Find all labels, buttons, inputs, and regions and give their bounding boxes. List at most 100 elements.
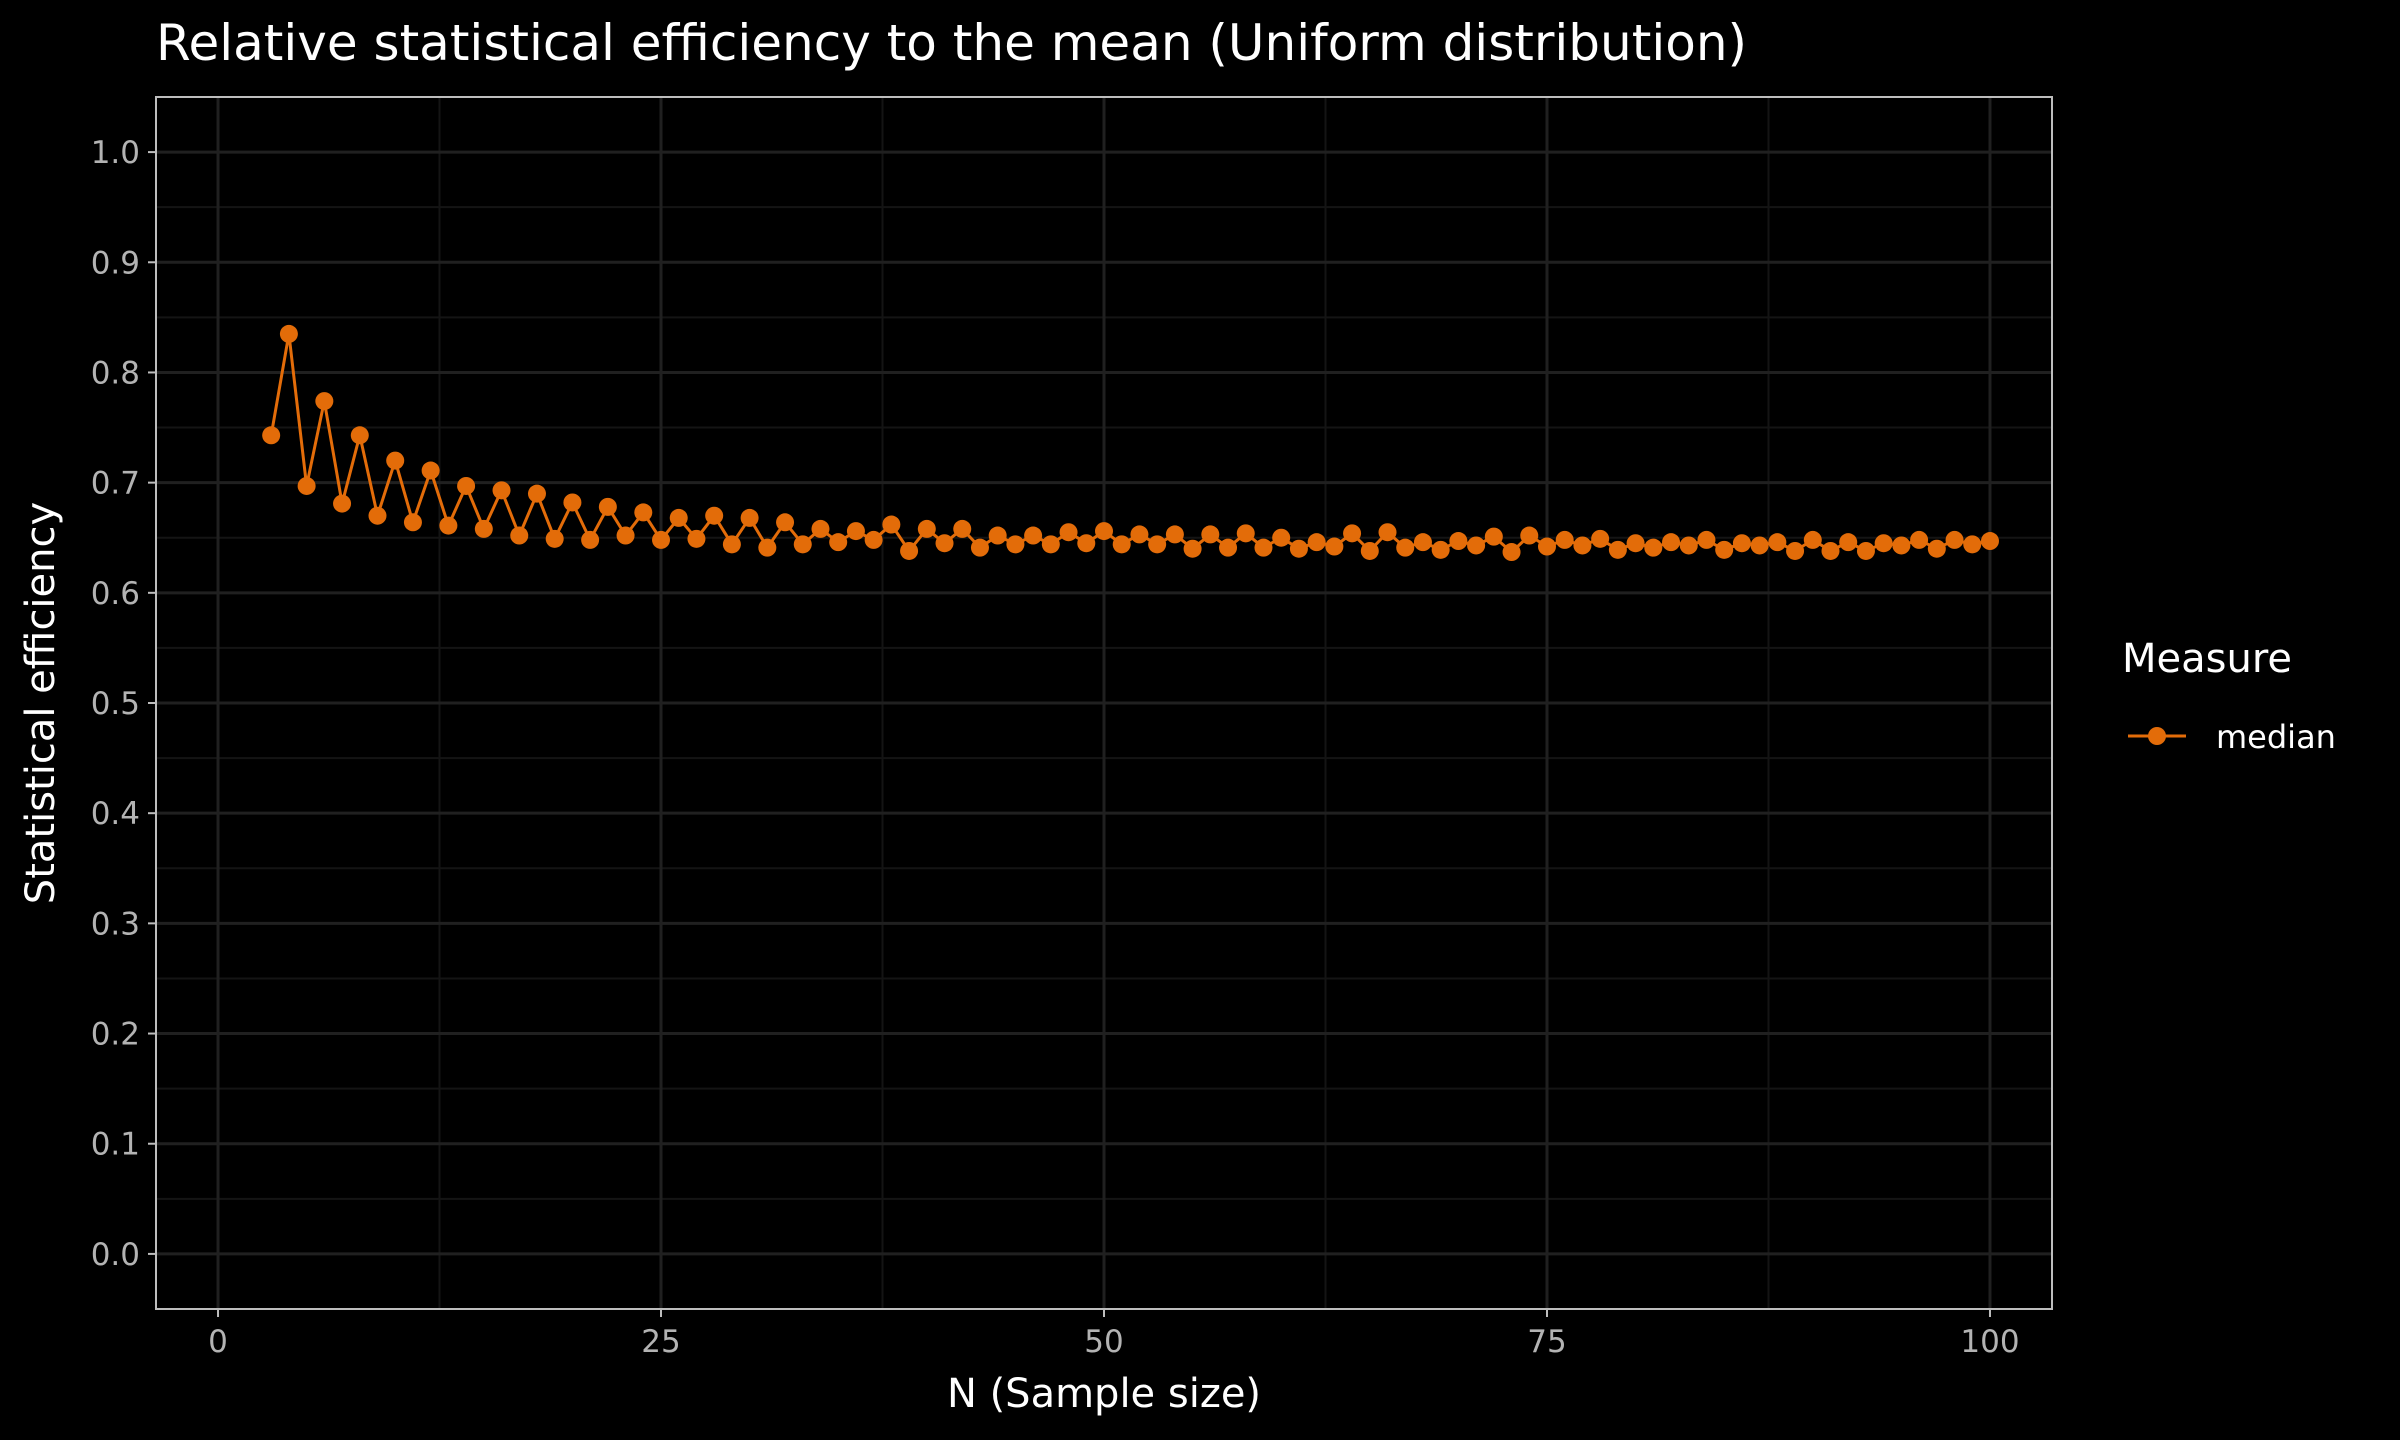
x-axis: 0 25 50 75 100: [208, 1309, 2020, 1360]
data-point: [1608, 540, 1627, 559]
data-point: [492, 481, 511, 500]
data-point: [262, 426, 281, 445]
series-layer: [262, 324, 1999, 562]
data-point: [935, 534, 954, 553]
data-point: [1041, 535, 1060, 554]
data-point: [581, 530, 600, 549]
x-tick-label: 25: [641, 1324, 680, 1360]
data-point: [1786, 541, 1805, 560]
y-axis-title: Statistical efficiency: [18, 502, 64, 904]
data-point: [457, 476, 476, 495]
data-point: [1024, 526, 1043, 545]
data-point: [1148, 535, 1167, 554]
data-point: [1272, 528, 1291, 547]
data-point: [1892, 536, 1911, 555]
data-point: [315, 392, 334, 411]
y-tick-label: 0.9: [91, 245, 140, 281]
data-point: [1467, 536, 1486, 555]
data-point: [1077, 534, 1096, 553]
data-point: [333, 494, 352, 513]
data-point: [1378, 523, 1397, 542]
legend-label-median: median: [2216, 718, 2336, 756]
data-point: [1732, 534, 1751, 553]
x-tick-label: 100: [1960, 1324, 2019, 1360]
y-tick-label: 0.4: [91, 796, 140, 832]
data-point: [1165, 525, 1184, 544]
data-point: [634, 503, 653, 522]
data-point: [1502, 543, 1521, 562]
data-point: [917, 519, 936, 538]
x-tick-label: 75: [1527, 1324, 1566, 1360]
data-point: [439, 516, 458, 535]
data-point: [1112, 535, 1131, 554]
data-point: [1059, 523, 1078, 542]
y-tick-label: 0.0: [91, 1237, 140, 1273]
chart-title: Relative statistical efficiency to the m…: [156, 14, 1747, 72]
x-axis-title: N (Sample size): [947, 1371, 1261, 1417]
data-point: [1555, 530, 1574, 549]
data-point: [1254, 538, 1273, 557]
data-point: [687, 529, 706, 548]
data-point: [1963, 535, 1982, 554]
data-point: [616, 526, 635, 545]
data-point: [403, 513, 422, 532]
data-point: [1874, 534, 1893, 553]
data-point: [1307, 533, 1326, 552]
data-point: [829, 533, 848, 552]
data-point: [970, 538, 989, 557]
data-point: [474, 519, 493, 538]
data-point: [563, 493, 582, 512]
data-point: [527, 484, 546, 503]
y-tick-label: 0.1: [91, 1127, 140, 1163]
x-tick-label: 0: [208, 1324, 228, 1360]
data-point: [1537, 537, 1556, 556]
y-tick-label: 0.7: [91, 466, 140, 502]
data-point: [722, 535, 741, 554]
data-point: [882, 515, 901, 534]
data-point: [1431, 540, 1450, 559]
data-point: [900, 541, 919, 560]
data-point: [811, 519, 830, 538]
data-point: [510, 526, 529, 545]
data-point: [1201, 525, 1220, 544]
data-point: [1095, 522, 1113, 541]
data-point: [1289, 539, 1308, 558]
data-point: [1980, 532, 1999, 551]
data-point: [350, 426, 369, 445]
y-tick-label: 0.3: [91, 906, 140, 942]
data-point: [1803, 530, 1822, 549]
data-point: [1839, 533, 1858, 552]
y-tick-label: 0.5: [91, 686, 140, 722]
y-tick-label: 1.0: [91, 135, 140, 171]
data-point: [669, 508, 688, 527]
data-point: [1662, 533, 1681, 552]
data-point: [1626, 534, 1645, 553]
data-point: [1413, 533, 1432, 552]
data-point: [368, 506, 387, 525]
data-point: [1927, 539, 1946, 558]
data-point: [1343, 524, 1362, 543]
data-point: [1697, 530, 1716, 549]
data-point: [758, 538, 777, 557]
data-point: [1750, 536, 1769, 555]
data-point: [1591, 529, 1610, 548]
legend: Measure median: [2122, 636, 2336, 756]
data-point: [1484, 527, 1503, 546]
data-point: [545, 529, 564, 548]
data-point: [1573, 536, 1592, 555]
data-point: [421, 461, 440, 480]
data-point: [1679, 536, 1698, 555]
data-point: [1945, 530, 1964, 549]
data-point: [297, 476, 316, 495]
data-point: [740, 508, 759, 527]
legend-title: Measure: [2122, 636, 2292, 682]
y-tick-label: 0.2: [91, 1017, 140, 1053]
data-point: [279, 324, 298, 343]
data-point: [1715, 540, 1734, 559]
data-point: [1856, 541, 1875, 560]
data-point: [1644, 538, 1663, 557]
data-point: [1006, 535, 1025, 554]
data-point: [1183, 539, 1202, 558]
x-tick-label: 50: [1084, 1324, 1123, 1360]
